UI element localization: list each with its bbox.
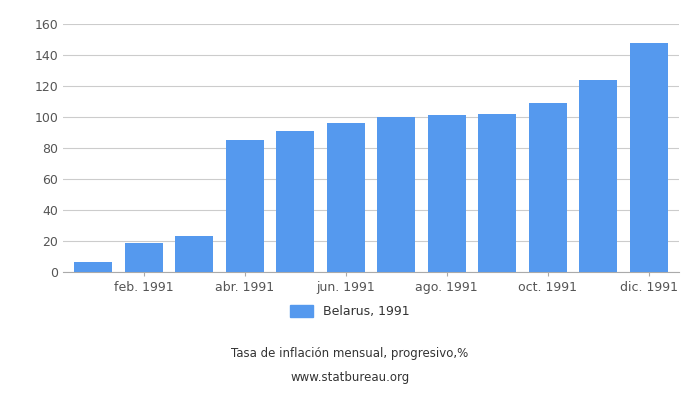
Text: www.statbureau.org: www.statbureau.org bbox=[290, 372, 410, 384]
Bar bbox=[125, 242, 162, 272]
Bar bbox=[580, 80, 617, 272]
Legend: Belarus, 1991: Belarus, 1991 bbox=[286, 300, 414, 323]
Bar bbox=[175, 236, 214, 272]
Bar bbox=[276, 131, 314, 272]
Bar bbox=[630, 43, 668, 272]
Bar bbox=[528, 103, 567, 272]
Bar bbox=[74, 262, 112, 272]
Bar bbox=[327, 123, 365, 272]
Bar bbox=[478, 114, 516, 272]
Bar bbox=[226, 140, 264, 272]
Bar bbox=[377, 117, 415, 272]
Bar bbox=[428, 116, 466, 272]
Text: Tasa de inflación mensual, progresivo,%: Tasa de inflación mensual, progresivo,% bbox=[232, 348, 468, 360]
